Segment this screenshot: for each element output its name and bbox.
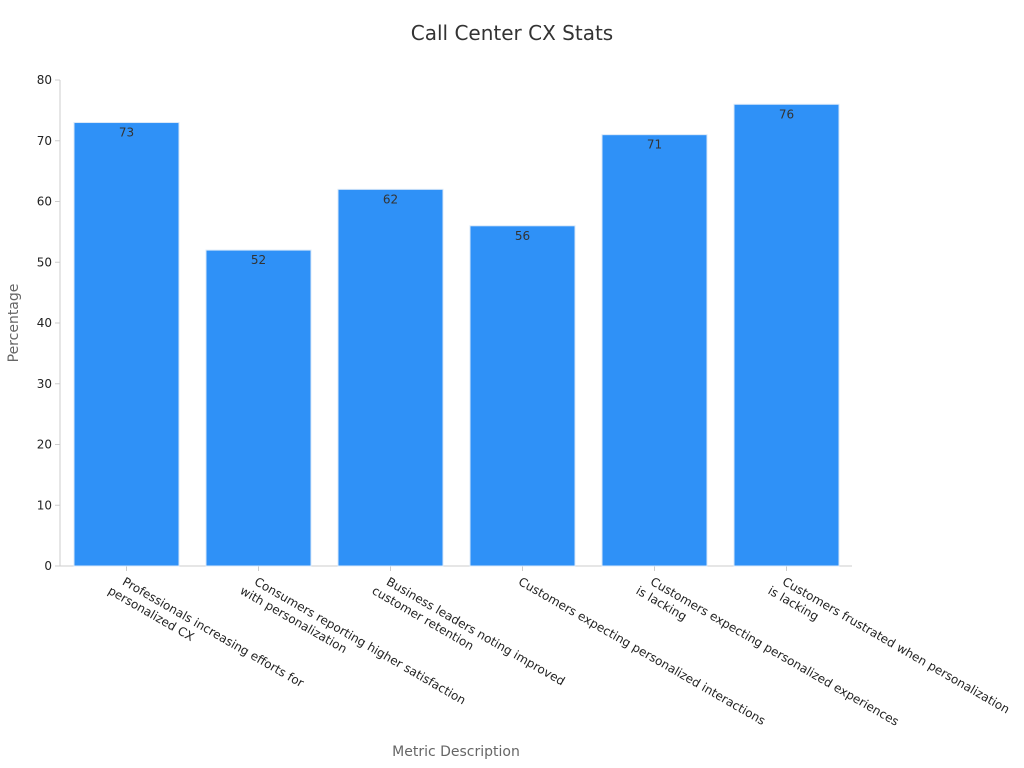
- y-tick-label: 0: [44, 559, 52, 573]
- bar-value-label: 56: [515, 229, 530, 243]
- x-axis-title: Metric Description: [392, 744, 520, 760]
- bar-value-label: 62: [383, 192, 398, 206]
- y-tick-label: 10: [37, 498, 52, 512]
- x-tick-label-line: Customers frustrated when personalizatio…: [780, 574, 1012, 716]
- y-axis-title: Percentage: [6, 284, 22, 363]
- y-tick-label: 40: [37, 316, 52, 330]
- bar-value-label: 73: [119, 126, 134, 140]
- chart-title: Call Center CX Stats: [411, 21, 613, 45]
- bar: [469, 225, 576, 567]
- y-tick-label: 60: [37, 195, 52, 209]
- x-tick-label: Customers frustrated when personalizatio…: [766, 574, 1013, 716]
- bar: [337, 188, 444, 567]
- bar: [601, 134, 708, 567]
- bar-value-label: 71: [647, 138, 662, 152]
- x-axis: Professionals increasing efforts forpers…: [60, 565, 1013, 729]
- bar: [733, 103, 840, 567]
- y-tick-label: 30: [37, 377, 52, 391]
- y-tick-label: 20: [37, 438, 52, 452]
- bars: 73 52 62 56 71 76: [73, 103, 840, 567]
- x-tick-label-line: Consumers reporting higher satisfaction: [252, 574, 468, 707]
- y-tick-label: 50: [37, 255, 52, 269]
- bar-value-label: 76: [779, 107, 794, 121]
- y-tick-label: 70: [37, 134, 52, 148]
- bar-value-label: 52: [251, 253, 266, 267]
- bar: [73, 122, 180, 567]
- x-tick-label: Consumers reporting higher satisfactionw…: [238, 574, 469, 707]
- y-axis: 0 10 20 30 40 50 60 70 80: [37, 73, 61, 573]
- bar: [205, 249, 312, 567]
- y-tick-label: 80: [37, 73, 52, 87]
